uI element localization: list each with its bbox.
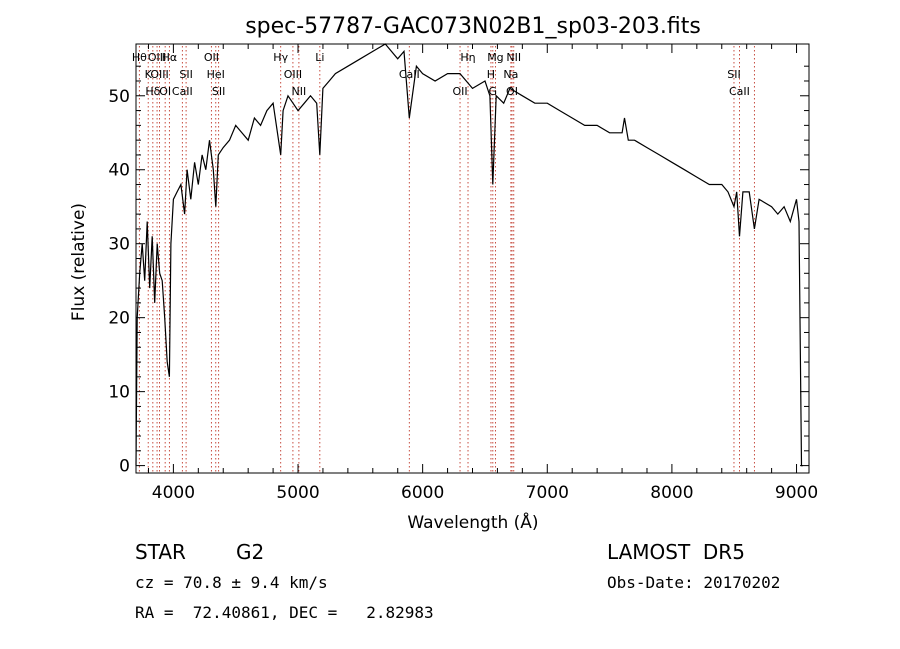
line-label-15: Li [315, 51, 324, 64]
line-label-23: OI [506, 85, 518, 98]
y-tick-label: 30 [108, 235, 130, 255]
line-label-4: OIII [150, 68, 168, 81]
x-axis-ticks: 4000 5000 6000 7000 8000 9000 [147, 44, 818, 503]
line-label-5: OI [159, 85, 171, 98]
y-axis-label: Flux (relative) [69, 203, 89, 321]
x-tick-label: 9000 [775, 483, 818, 503]
line-label-11: SII [212, 85, 225, 98]
line-label-8: CaII [172, 85, 193, 98]
x-tick-label: 8000 [650, 483, 693, 503]
line-label-7: SII [179, 68, 192, 81]
line-label-1: K [145, 68, 153, 81]
y-tick-label: 10 [108, 383, 130, 403]
line-label-12: Hγ [273, 51, 288, 64]
line-label-19: H [487, 68, 495, 81]
survey-release: LAMOST DR5 [607, 540, 745, 564]
redshift-cz: cz = 70.8 ± 9.4 km/s [135, 573, 328, 592]
y-tick-label: 20 [108, 309, 130, 329]
line-label-20: G [489, 85, 498, 98]
object-class: STAR [135, 540, 186, 564]
line-label-2: Hδ [145, 85, 160, 98]
x-tick-label: 5000 [276, 483, 319, 503]
y-axis-ticks: 0 10 20 30 40 50 [108, 65, 809, 477]
x-tick-label: 4000 [152, 483, 195, 503]
line-label-14: NII [292, 85, 307, 98]
subclass: G2 [236, 540, 265, 564]
y-tick-label: 0 [119, 457, 130, 477]
plot-frame [135, 43, 810, 474]
y-tick-label: 50 [108, 87, 130, 107]
x-tick-label: 6000 [401, 483, 444, 503]
line-label-3: OIII [148, 51, 166, 64]
line-label-10: HeI [207, 68, 225, 81]
ra-dec: RA = 72.40861, DEC = 2.82983 [135, 603, 434, 622]
line-label-18: Hη [460, 51, 475, 64]
obs-date: Obs-Date: 20170202 [607, 573, 781, 592]
series-flux-line [135, 43, 803, 467]
y-tick-label: 40 [108, 161, 130, 181]
line-markers [138, 46, 755, 473]
line-label-6: Hα [162, 51, 178, 64]
line-marker-labels: HθKHδOIIIOIIIOIHαSIICaIIOIIHeISIIHγOIIIN… [132, 51, 750, 98]
line-label-9: OII [204, 51, 219, 64]
line-label-25: SII [727, 68, 740, 81]
line-label-21: Mg [487, 51, 503, 64]
line-label-13: OIII [284, 68, 302, 81]
line-label-24: NII [506, 51, 521, 64]
x-axis-label: Wavelength (Å) [407, 511, 538, 533]
line-label-0: Hθ [132, 51, 147, 64]
line-label-17: OII [452, 85, 467, 98]
line-label-26: CaII [729, 85, 750, 98]
chart-title: spec-57787-GAC073N02B1_sp03-203.fits [245, 14, 701, 39]
line-label-22: Na [503, 68, 518, 81]
line-label-16: CaII [399, 68, 420, 81]
x-tick-label: 7000 [526, 483, 569, 503]
